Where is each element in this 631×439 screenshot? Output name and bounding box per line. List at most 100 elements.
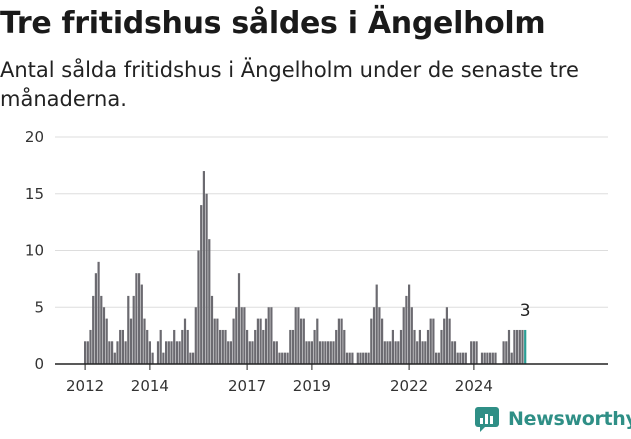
brand-name: Newsworthy	[508, 408, 631, 430]
bar	[397, 341, 400, 364]
bar	[340, 318, 343, 364]
x-tick-label: 2019	[293, 377, 331, 395]
bar	[194, 307, 197, 364]
bar	[221, 329, 224, 364]
bar	[429, 318, 432, 364]
bar	[378, 307, 381, 364]
bar	[251, 341, 254, 364]
bar	[170, 341, 173, 364]
x-tick-label: 2012	[66, 377, 104, 395]
bar	[437, 352, 440, 364]
bar	[472, 341, 475, 364]
x-tick-label: 2024	[455, 377, 493, 395]
bar	[210, 295, 214, 364]
chart-title: Tre fritidshus såldes i Ängelholm	[0, 6, 546, 41]
bar	[113, 352, 116, 364]
bar	[448, 318, 451, 364]
bar	[175, 341, 178, 364]
bar	[208, 239, 211, 364]
bar	[246, 329, 249, 364]
bar	[480, 352, 484, 364]
bar	[421, 341, 424, 364]
bar	[475, 341, 478, 364]
bar	[129, 318, 133, 364]
bar	[453, 341, 457, 364]
bar	[300, 318, 303, 364]
bar	[159, 329, 162, 364]
bar	[108, 341, 111, 364]
bar	[229, 341, 232, 364]
bar	[200, 205, 203, 364]
bar	[181, 329, 184, 364]
bar	[375, 284, 378, 364]
bar	[267, 307, 270, 364]
x-tick-label: 2017	[228, 377, 266, 395]
bar	[162, 352, 165, 364]
bar	[165, 341, 168, 364]
x-axis-ticks: 2012 2014 2017 2019 2022 2024	[66, 364, 493, 395]
bar	[362, 352, 365, 364]
bar	[156, 341, 160, 364]
bar	[92, 295, 95, 364]
bar	[507, 329, 511, 364]
bar	[89, 329, 92, 364]
bar	[289, 329, 292, 364]
bar	[132, 295, 135, 364]
bar	[318, 341, 322, 364]
bar	[516, 329, 519, 364]
bar	[402, 307, 405, 364]
bar	[135, 273, 138, 364]
bar	[119, 329, 122, 364]
bar	[281, 352, 284, 364]
bar	[332, 341, 335, 364]
bar	[313, 329, 316, 364]
bar	[205, 193, 208, 364]
bar	[413, 329, 416, 364]
bar	[202, 171, 205, 364]
bar	[138, 273, 141, 364]
newsworthy-brand: Newsworthy	[474, 406, 631, 432]
bars	[84, 171, 527, 364]
bar	[440, 329, 443, 364]
bar	[294, 307, 297, 364]
bar	[305, 341, 308, 364]
bar	[513, 329, 516, 364]
y-tick-label: 0	[34, 355, 44, 373]
bar	[178, 341, 181, 364]
bar	[167, 341, 170, 364]
bar	[491, 352, 494, 364]
bar	[148, 341, 151, 364]
bar-latest	[524, 329, 527, 364]
bar	[286, 352, 289, 364]
bar	[308, 341, 311, 364]
bar	[321, 341, 324, 364]
bar	[227, 341, 230, 364]
bar	[445, 307, 448, 364]
bar	[259, 318, 262, 364]
bar	[219, 329, 222, 364]
x-tick-label: 2022	[390, 377, 428, 395]
bar	[237, 273, 241, 364]
bar	[183, 318, 187, 364]
bar	[470, 341, 473, 364]
bar	[518, 329, 521, 364]
gridlines	[55, 136, 608, 308]
bar	[443, 318, 446, 364]
bar	[197, 250, 200, 364]
bar	[256, 318, 259, 364]
bar	[310, 341, 313, 364]
bar	[456, 352, 459, 364]
bar	[121, 329, 124, 364]
bar	[505, 341, 508, 364]
bar	[408, 284, 411, 364]
bar	[97, 261, 100, 364]
bar	[151, 352, 154, 364]
bar	[383, 341, 386, 364]
bar	[435, 352, 438, 364]
bar	[84, 341, 87, 364]
bar	[324, 341, 327, 364]
bar	[337, 318, 340, 364]
bar	[432, 318, 435, 364]
y-axis-ticks: 0 5 10 15 20	[25, 128, 44, 373]
